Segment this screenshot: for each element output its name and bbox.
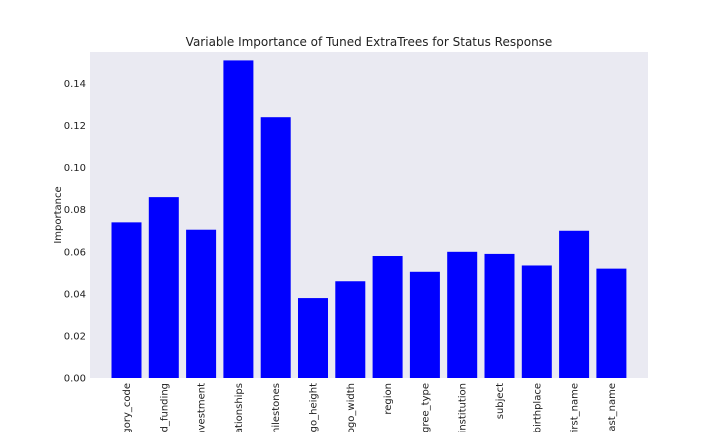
x-tick-label: first_name <box>570 383 581 432</box>
bar <box>372 256 403 378</box>
x-axis-ticks: gory_code ad_funding investment lationships… <box>122 383 618 432</box>
x-tick-label: birthplace <box>532 383 543 432</box>
x-tick-label: last_name <box>607 383 618 432</box>
bar <box>260 117 291 378</box>
y-axis-label: Importance <box>53 186 64 243</box>
y-tick-label: 0.00 <box>64 374 86 385</box>
bar <box>596 268 627 378</box>
bar <box>186 229 217 378</box>
bar <box>148 197 179 378</box>
chart-title: Variable Importance of Tuned ExtraTrees … <box>186 35 553 49</box>
bar <box>521 265 552 378</box>
x-tick-label: ad_funding <box>159 383 170 432</box>
bar <box>484 253 515 378</box>
bar <box>335 281 366 378</box>
bar <box>447 251 478 378</box>
x-tick-label: institution <box>458 383 469 432</box>
y-tick-label: 0.08 <box>64 205 86 216</box>
y-tick-label: 0.14 <box>64 79 86 90</box>
bar <box>223 60 254 378</box>
x-tick-label: milestones <box>271 383 282 432</box>
x-tick-label: subject <box>495 383 506 419</box>
x-tick-label: lationships <box>234 383 245 432</box>
y-tick-label: 0.12 <box>64 121 86 132</box>
y-tick-label: 0.06 <box>64 247 86 258</box>
x-tick-label: egree_type <box>420 383 431 432</box>
x-tick-label: region <box>383 383 394 415</box>
bar <box>298 298 328 378</box>
plot-area <box>90 52 648 378</box>
x-tick-label: ogo_height <box>309 383 320 432</box>
x-tick-label: investment <box>197 383 208 432</box>
bars <box>111 60 627 378</box>
y-axis-ticks: 0.00 0.02 0.04 0.06 0.08 0.10 0.12 0.14 <box>64 79 86 384</box>
bar <box>111 222 142 378</box>
x-tick-label: logo_width <box>346 383 357 432</box>
bar <box>559 230 590 378</box>
y-tick-label: 0.02 <box>64 331 86 342</box>
x-tick-label: gory_code <box>122 383 133 432</box>
y-tick-label: 0.10 <box>64 163 86 174</box>
y-tick-label: 0.04 <box>64 289 86 300</box>
bar <box>409 271 440 378</box>
